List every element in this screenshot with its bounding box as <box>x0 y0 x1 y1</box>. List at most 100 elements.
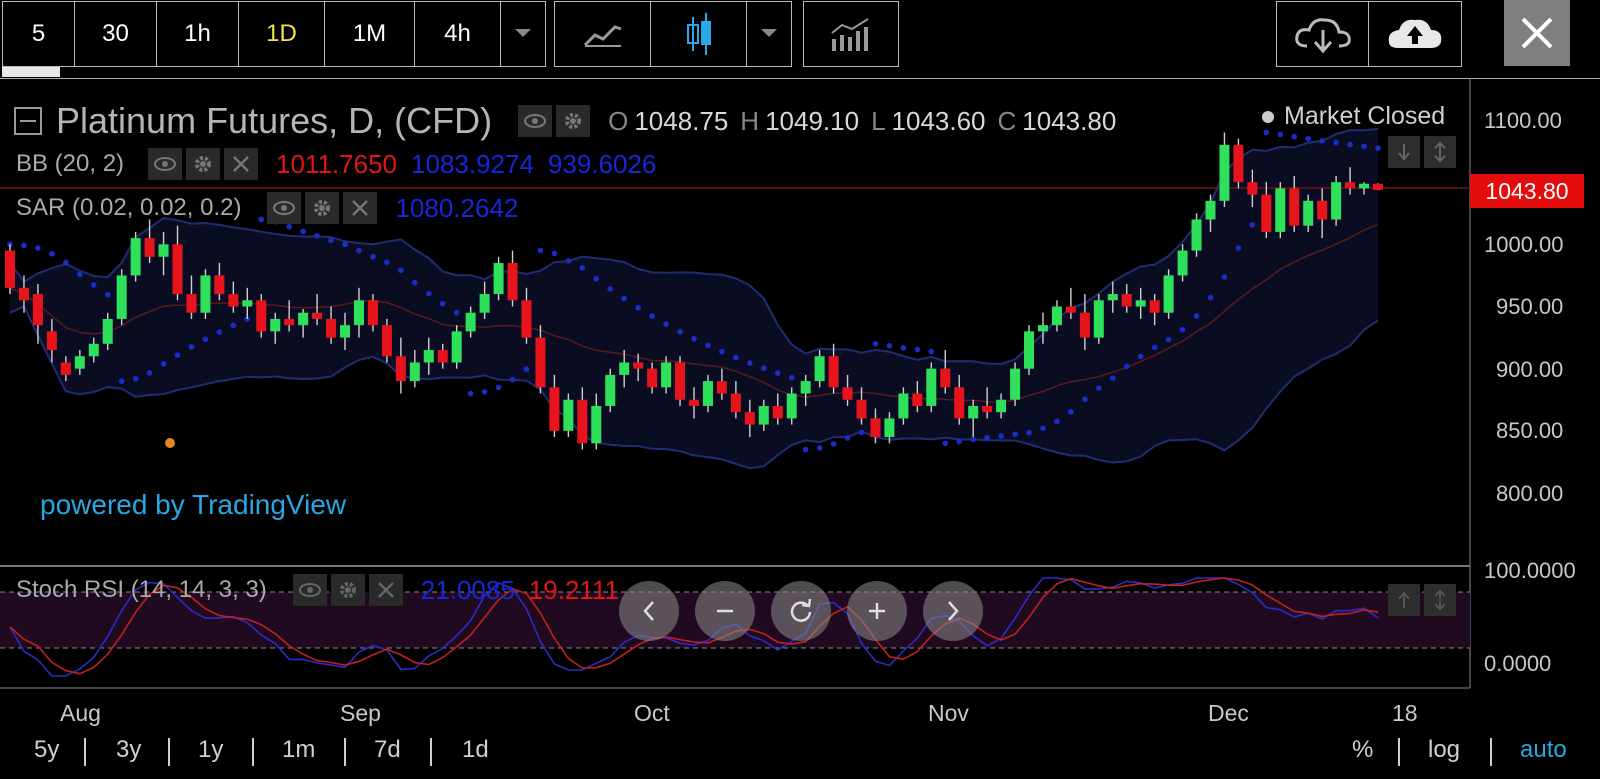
line-chart-button[interactable] <box>555 2 651 66</box>
arrow-vertical-icon <box>1434 141 1446 163</box>
sar-dot <box>830 441 837 447</box>
range-1m-button[interactable]: 1m <box>282 736 316 763</box>
sar-dot <box>230 322 237 329</box>
scale-down-button[interactable] <box>1388 136 1420 168</box>
candle <box>256 294 267 338</box>
sar-dot <box>1109 375 1116 381</box>
range-7d-button[interactable]: 7d <box>374 736 401 763</box>
chart-type-dropdown-button[interactable] <box>747 2 791 66</box>
sar-dot <box>886 342 893 349</box>
candle-body <box>60 362 71 375</box>
close-button[interactable] <box>1504 0 1570 66</box>
toolbar: 5 30 1h 1D 1M 4h <box>0 0 1600 77</box>
candle-body <box>479 294 490 313</box>
candle-body <box>549 387 560 431</box>
interval-1d-button[interactable]: 1D <box>239 2 325 66</box>
sar-dot <box>1361 143 1367 150</box>
candle-body <box>1149 300 1160 313</box>
sar-dot <box>900 344 907 351</box>
candle-chart-button[interactable] <box>651 2 747 66</box>
interval-dropdown-button[interactable] <box>501 2 545 66</box>
collapse-icon[interactable] <box>14 107 42 135</box>
eye-icon[interactable] <box>267 192 302 224</box>
sar-dot <box>1096 385 1102 391</box>
zoom-in-button[interactable] <box>847 581 907 641</box>
time-label-18: 18 <box>1392 700 1418 726</box>
interval-4h-button[interactable]: 4h <box>415 2 501 66</box>
plus-icon <box>869 603 885 619</box>
sar-dot <box>21 242 27 249</box>
scroll-right-button[interactable] <box>923 581 983 641</box>
scale-expand-button[interactable] <box>1424 136 1456 168</box>
candle <box>968 399 979 438</box>
interval-1h-button[interactable]: 1h <box>157 2 239 66</box>
percent-scale-button[interactable]: % <box>1352 736 1374 763</box>
auto-scale-button[interactable]: auto <box>1520 736 1567 763</box>
symbol-title: Platinum Futures, D, (CFD) <box>56 100 493 141</box>
candle <box>507 250 518 307</box>
candle-body <box>968 405 979 419</box>
cloud-download-button[interactable] <box>1277 2 1369 66</box>
interval-30-button[interactable]: 30 <box>75 2 157 66</box>
cloud-upload-button[interactable] <box>1369 2 1461 66</box>
interval-1m-button[interactable]: 1M <box>325 2 415 66</box>
sar-dot <box>705 342 711 349</box>
scroll-left-button[interactable] <box>619 581 679 641</box>
sar-dot <box>844 435 851 441</box>
candle-body <box>1303 200 1314 226</box>
candle-body <box>884 418 895 438</box>
candle <box>842 374 853 406</box>
range-5y-button[interactable]: 5y <box>34 736 60 763</box>
eye-icon[interactable] <box>148 148 183 180</box>
status-dot-icon <box>1262 110 1274 123</box>
gear-icon[interactable] <box>330 574 365 606</box>
sar-dot <box>1151 344 1158 351</box>
eye-icon[interactable] <box>292 574 327 606</box>
event-marker[interactable] <box>165 438 175 448</box>
gear-icon[interactable] <box>186 148 221 180</box>
interval-5-button[interactable]: 5 <box>3 2 75 66</box>
range-3y-button[interactable]: 3y <box>116 736 142 763</box>
candle <box>605 368 616 413</box>
stoch-scale-up-button[interactable] <box>1388 584 1420 616</box>
candle <box>633 353 644 382</box>
candle <box>549 374 560 438</box>
candle <box>591 393 602 450</box>
log-scale-button[interactable]: log <box>1428 736 1461 763</box>
zoom-out-button[interactable] <box>695 581 755 641</box>
high-key: H <box>740 105 760 136</box>
candle-body <box>1093 300 1104 338</box>
arrow-up-icon <box>1398 591 1410 608</box>
gear-icon[interactable] <box>556 105 591 137</box>
candle <box>1191 213 1202 257</box>
chart-area[interactable]: Platinum Futures, D, (CFD) O 1048.75 H 1… <box>0 78 1600 779</box>
candle <box>1177 244 1188 282</box>
remove-icon[interactable] <box>224 148 259 180</box>
time-label-nov: Nov <box>928 700 969 726</box>
price-label-800: 800.00 <box>1496 481 1564 506</box>
reset-chart-button[interactable] <box>771 581 831 641</box>
candle <box>172 225 183 301</box>
price-chart[interactable] <box>0 78 1600 779</box>
remove-icon[interactable] <box>343 192 378 224</box>
range-1d-button[interactable]: 1d <box>462 736 489 763</box>
sar-dot <box>760 365 767 372</box>
candle <box>1121 284 1132 313</box>
indicators-button[interactable] <box>804 2 898 66</box>
candle-body <box>451 331 462 363</box>
candle-body <box>1024 331 1035 369</box>
timeline-scroll-handle[interactable] <box>2 67 60 77</box>
powered-by-link[interactable]: powered by TradingView <box>40 489 347 520</box>
time-label-sep: Sep <box>340 700 381 726</box>
gear-icon[interactable] <box>305 192 340 224</box>
arrow-vertical-icon <box>1434 589 1446 611</box>
candle-body <box>1037 325 1048 332</box>
stoch-expand-button[interactable] <box>1424 584 1456 616</box>
sar-dot <box>1277 131 1284 138</box>
remove-icon[interactable] <box>368 574 403 606</box>
candle-body <box>619 362 630 375</box>
sar-dot <box>1375 145 1381 152</box>
eye-icon[interactable] <box>518 105 553 137</box>
range-1y-button[interactable]: 1y <box>198 736 224 763</box>
parabolic-sar-dots <box>7 129 1381 453</box>
